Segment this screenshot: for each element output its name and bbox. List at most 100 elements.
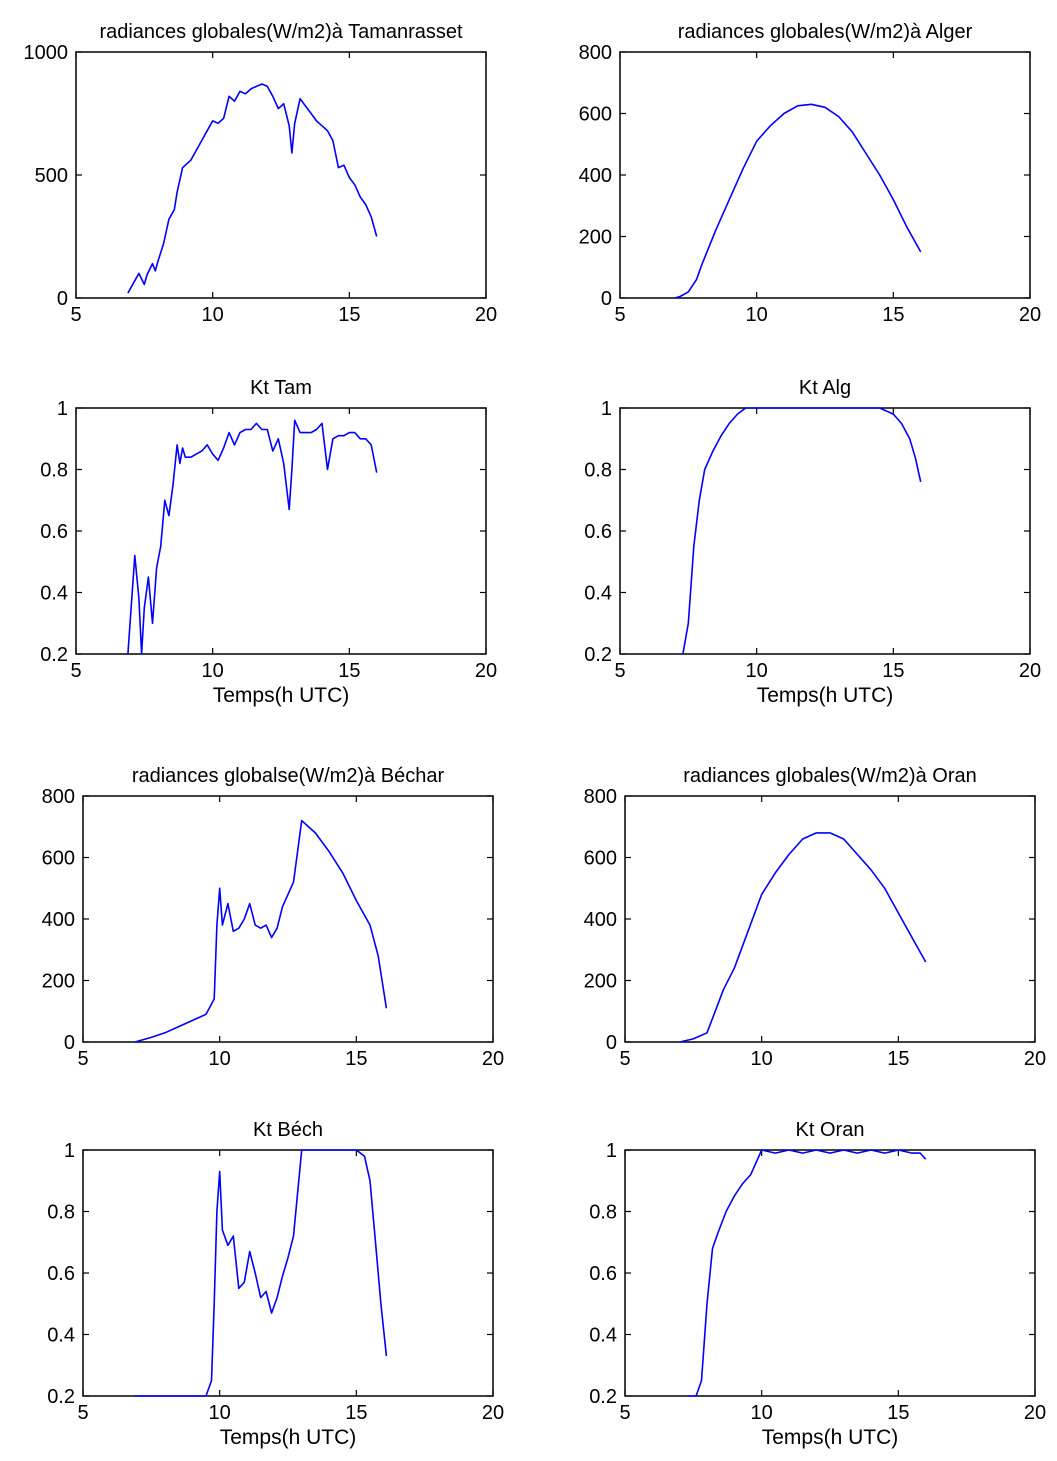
y-tick-label: 800 (579, 42, 612, 64)
subplot-3: Kt Tam 5 10 15 20 0.2 0.4 0.6 0.8 1 Temps(h UTC) (40, 377, 497, 707)
x-tick-label: 15 (345, 1402, 367, 1424)
x-tick-label: 15 (882, 660, 904, 682)
x-tick-label: 20 (482, 1402, 504, 1424)
x-tick-label: 10 (209, 1048, 231, 1070)
x-axis-label: Temps(h UTC) (757, 684, 894, 707)
y-tick-label: 0.2 (584, 644, 612, 666)
x-tick-label: 5 (77, 1048, 88, 1070)
y-tick-label: 1 (606, 1140, 617, 1162)
series-line (682, 407, 922, 655)
y-tick-label: 0.8 (40, 460, 68, 482)
x-tick-label: 20 (1019, 660, 1041, 682)
x-tick-label: 20 (1024, 1402, 1046, 1424)
axes-frame (75, 407, 487, 655)
y-tick-label: 400 (579, 165, 612, 187)
y-tick-label: 0.2 (589, 1386, 617, 1408)
x-tick-label: 15 (887, 1402, 909, 1424)
series-line (679, 832, 927, 1043)
y-tick-label: 0.4 (589, 1325, 617, 1347)
y-tick-label: 1 (601, 398, 612, 420)
y-tick-label: 200 (42, 971, 75, 993)
x-axis-label: Temps(h UTC) (220, 1426, 357, 1449)
y-tick-label: 0.8 (47, 1202, 75, 1224)
y-tick-label: 500 (35, 165, 68, 187)
x-tick-label: 15 (882, 304, 904, 326)
y-tick-label: 0.6 (584, 521, 612, 543)
axes-frame (624, 795, 1036, 1043)
x-tick-label: 10 (209, 1402, 231, 1424)
subplot-1: radiances globales(W/m2)à Tamanrasset 5 10… (24, 21, 498, 326)
y-tick-label: 0.8 (589, 1202, 617, 1224)
y-tick-label: 0.6 (589, 1263, 617, 1285)
subplot-7: Kt Béch 5 10 15 20 0.2 0.4 0.6 0.8 1 Temps(h UTC) (47, 1119, 504, 1449)
chart-title: Kt Béch (253, 1119, 323, 1141)
chart-title: Kt Tam (250, 377, 312, 399)
series-line (134, 819, 388, 1043)
y-tick-label: 0 (64, 1032, 75, 1054)
x-axis-label: Temps(h UTC) (762, 1426, 899, 1449)
axes-frame (82, 795, 494, 1043)
y-tick-label: 0.6 (47, 1263, 75, 1285)
y-tick-label: 1 (57, 398, 68, 420)
series-line (674, 103, 922, 299)
y-tick-label: 400 (584, 909, 617, 931)
axes-frame (619, 407, 1031, 655)
x-tick-label: 10 (202, 304, 224, 326)
x-tick-label: 10 (751, 1402, 773, 1424)
x-tick-label: 15 (338, 660, 360, 682)
chart-title: Kt Oran (796, 1119, 865, 1141)
x-tick-label: 20 (475, 660, 497, 682)
chart-title: radiances globalse(W/m2)à Béchar (132, 765, 445, 787)
y-tick-label: 0 (601, 288, 612, 310)
axes-frame (82, 1149, 494, 1397)
y-tick-label: 800 (584, 786, 617, 808)
x-tick-label: 20 (475, 304, 497, 326)
x-tick-label: 15 (338, 304, 360, 326)
x-tick-label: 5 (614, 304, 625, 326)
y-tick-label: 600 (579, 104, 612, 126)
x-tick-label: 5 (619, 1402, 630, 1424)
y-tick-label: 200 (579, 227, 612, 249)
subplot-4: Kt Alg 5 10 15 20 0.2 0.4 0.6 0.8 1 Temps(h UTC) (584, 377, 1041, 707)
x-tick-label: 20 (1024, 1048, 1046, 1070)
subplot-8: Kt Oran 5 10 15 20 0.2 0.4 0.6 0.8 1 Temps(h UTC) (589, 1119, 1046, 1449)
x-tick-label: 5 (77, 1402, 88, 1424)
y-tick-label: 800 (42, 786, 75, 808)
series-line (127, 83, 378, 294)
axes-frame (75, 51, 487, 299)
y-tick-label: 0.4 (40, 583, 68, 605)
y-tick-label: 600 (42, 848, 75, 870)
x-tick-label: 10 (746, 660, 768, 682)
chart-title: radiances globales(W/m2)à Oran (683, 765, 976, 787)
y-tick-label: 400 (42, 909, 75, 931)
y-tick-label: 600 (584, 848, 617, 870)
x-tick-label: 10 (751, 1048, 773, 1070)
y-tick-label: 0 (57, 288, 68, 310)
x-axis-label: Temps(h UTC) (213, 684, 350, 707)
x-tick-label: 5 (70, 660, 81, 682)
y-tick-label: 0.4 (584, 583, 612, 605)
axes-frame (619, 51, 1031, 299)
axes-frame (624, 1149, 1036, 1397)
series-line (687, 1149, 927, 1397)
series-line (134, 1149, 388, 1397)
y-tick-label: 0.4 (47, 1325, 75, 1347)
series-line (127, 419, 378, 655)
y-tick-label: 0.2 (47, 1386, 75, 1408)
x-tick-label: 15 (345, 1048, 367, 1070)
y-tick-label: 0.8 (584, 460, 612, 482)
x-tick-label: 5 (70, 304, 81, 326)
y-tick-label: 1000 (24, 42, 69, 64)
x-tick-label: 20 (1019, 304, 1041, 326)
x-tick-label: 10 (202, 660, 224, 682)
y-tick-label: 200 (584, 971, 617, 993)
chart-title: radiances globales(W/m2)à Tamanrasset (99, 21, 463, 43)
x-tick-label: 20 (482, 1048, 504, 1070)
x-tick-label: 15 (887, 1048, 909, 1070)
x-tick-label: 10 (746, 304, 768, 326)
y-tick-label: 0.2 (40, 644, 68, 666)
